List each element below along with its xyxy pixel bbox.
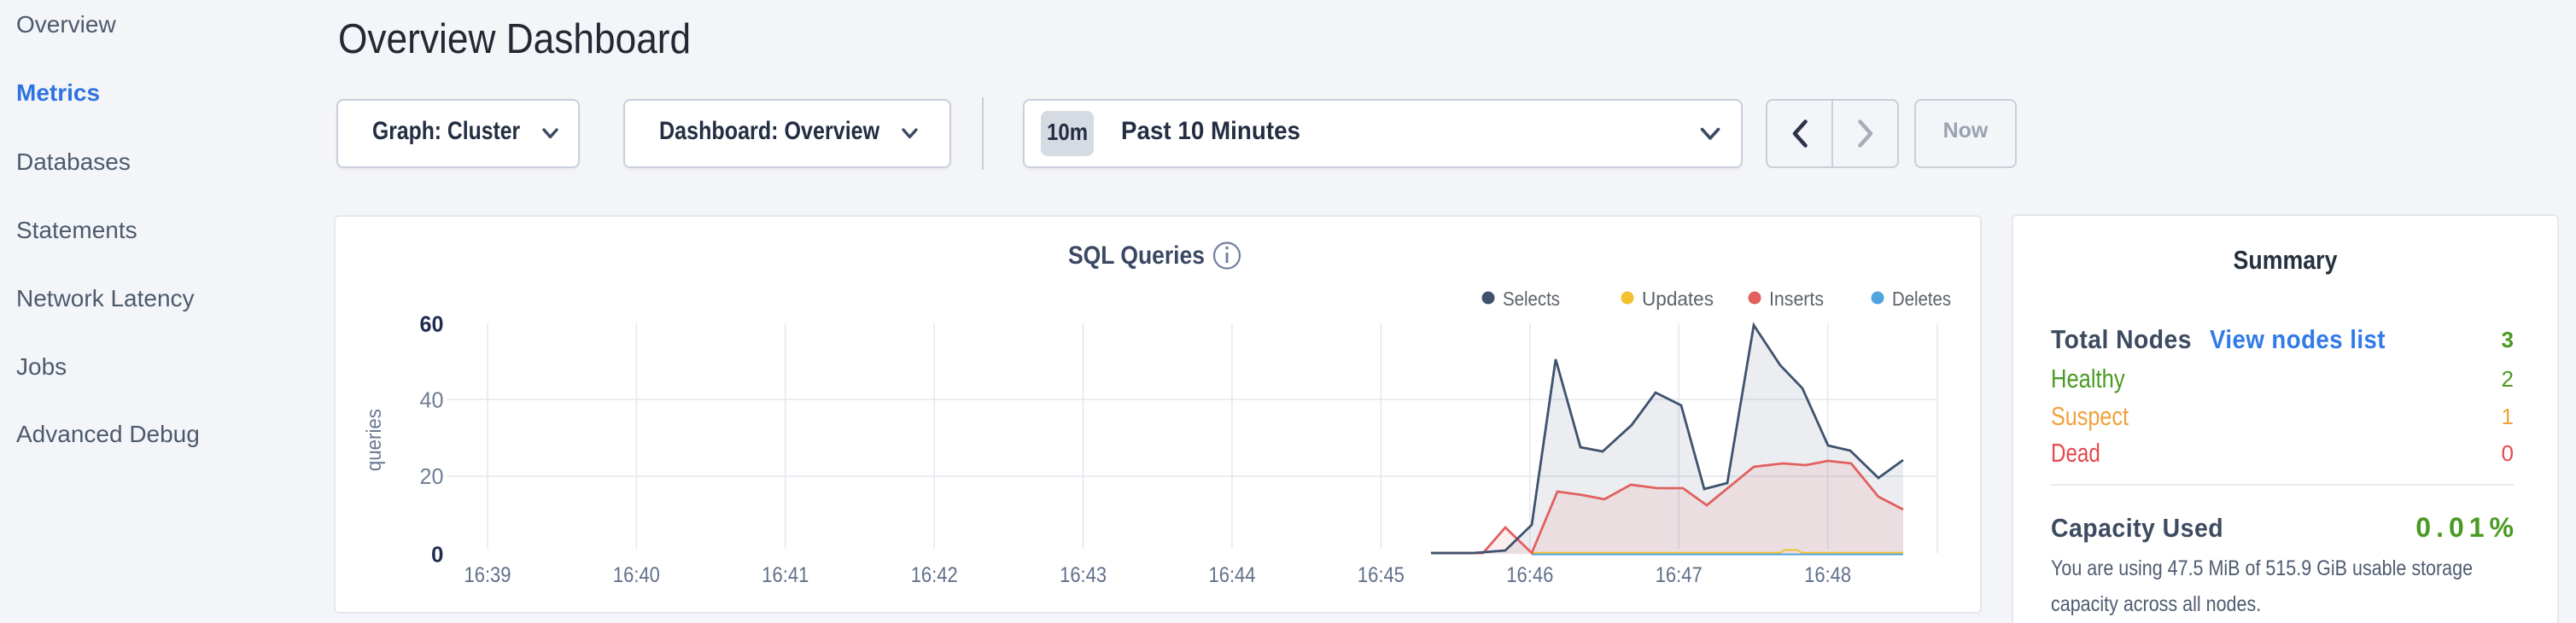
svg-text:queries: queries [363,409,386,471]
svg-text:16:41: 16:41 [762,563,809,587]
svg-text:16:45: 16:45 [1358,563,1405,587]
svg-text:16:44: 16:44 [1209,563,1256,587]
svg-text:Inserts: Inserts [1769,288,1824,310]
svg-text:0: 0 [431,542,443,568]
svg-text:SQL Queries: SQL Queries [1068,242,1205,270]
svg-text:16:47: 16:47 [1656,563,1703,587]
svg-text:16:46: 16:46 [1506,563,1553,587]
svg-text:Deletes: Deletes [1892,288,1951,310]
svg-text:40: 40 [420,387,444,413]
svg-text:16:43: 16:43 [1060,563,1107,587]
svg-text:16:39: 16:39 [464,563,511,587]
svg-text:20: 20 [420,463,444,489]
svg-text:Updates: Updates [1642,288,1714,310]
svg-text:60: 60 [420,312,444,337]
svg-text:16:42: 16:42 [911,563,958,587]
svg-text:16:40: 16:40 [613,563,660,587]
svg-text:16:48: 16:48 [1804,563,1851,587]
svg-text:Selects: Selects [1503,288,1560,310]
